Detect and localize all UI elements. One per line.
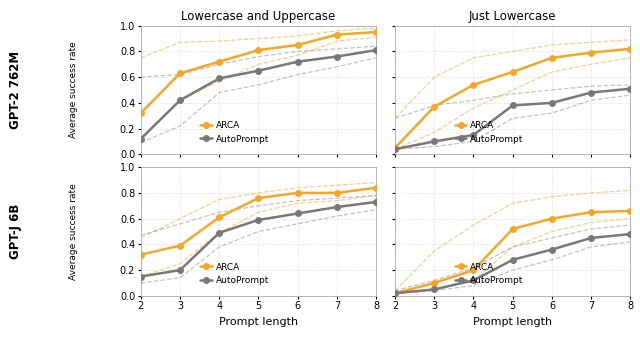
ARCA (431, 105, 438, 109)
ARCA (333, 191, 340, 195)
ARCA (391, 146, 399, 150)
ARCA (627, 209, 634, 213)
Text: Average success rate: Average success rate (69, 183, 78, 280)
AutoPrompt (137, 137, 145, 141)
Line: AutoPrompt: AutoPrompt (392, 231, 633, 296)
AutoPrompt (372, 200, 380, 204)
ARCA (372, 186, 380, 190)
Legend: ARCA, AutoPrompt: ARCA, AutoPrompt (197, 118, 273, 147)
ARCA (391, 291, 399, 295)
ARCA (294, 191, 301, 195)
AutoPrompt (470, 278, 477, 282)
ARCA (548, 56, 556, 60)
AutoPrompt (294, 211, 301, 215)
AutoPrompt (255, 69, 262, 73)
AutoPrompt (333, 205, 340, 209)
Legend: ARCA, AutoPrompt: ARCA, AutoPrompt (451, 259, 527, 289)
ARCA (588, 51, 595, 55)
AutoPrompt (372, 48, 380, 52)
ARCA (509, 70, 516, 74)
ARCA (216, 215, 223, 220)
ARCA (176, 244, 184, 248)
ARCA (372, 30, 380, 34)
AutoPrompt (137, 275, 145, 279)
AutoPrompt (548, 101, 556, 105)
ARCA (137, 253, 145, 257)
ARCA (176, 71, 184, 75)
AutoPrompt (509, 258, 516, 262)
Text: GPT-2 762M: GPT-2 762M (10, 51, 22, 129)
AutoPrompt (176, 98, 184, 102)
ARCA (470, 268, 477, 272)
AutoPrompt (294, 60, 301, 64)
ARCA (627, 47, 634, 51)
AutoPrompt (216, 76, 223, 80)
ARCA (431, 281, 438, 285)
Line: AutoPrompt: AutoPrompt (138, 199, 379, 279)
Line: ARCA: ARCA (138, 185, 379, 258)
Text: Average success rate: Average success rate (69, 42, 78, 139)
AutoPrompt (470, 133, 477, 137)
AutoPrompt (333, 54, 340, 58)
ARCA (470, 83, 477, 87)
ARCA (255, 196, 262, 200)
ARCA (255, 48, 262, 52)
X-axis label: Prompt length: Prompt length (473, 317, 552, 327)
AutoPrompt (391, 291, 399, 295)
ARCA (333, 32, 340, 37)
AutoPrompt (548, 248, 556, 252)
ARCA (509, 227, 516, 231)
ARCA (588, 210, 595, 214)
Line: ARCA: ARCA (392, 46, 633, 151)
Title: Lowercase and Uppercase: Lowercase and Uppercase (181, 10, 335, 23)
Line: AutoPrompt: AutoPrompt (392, 86, 633, 152)
ARCA (548, 216, 556, 221)
Title: Just Lowercase: Just Lowercase (469, 10, 556, 23)
Text: GPT-J 6B: GPT-J 6B (10, 204, 22, 259)
Line: ARCA: ARCA (138, 29, 379, 116)
Line: AutoPrompt: AutoPrompt (138, 47, 379, 142)
AutoPrompt (176, 268, 184, 272)
ARCA (216, 60, 223, 64)
AutoPrompt (216, 231, 223, 235)
AutoPrompt (431, 287, 438, 291)
ARCA (294, 43, 301, 47)
X-axis label: Prompt length: Prompt length (219, 317, 298, 327)
AutoPrompt (431, 140, 438, 144)
AutoPrompt (588, 236, 595, 240)
Line: ARCA: ARCA (392, 208, 633, 296)
Legend: ARCA, AutoPrompt: ARCA, AutoPrompt (451, 118, 527, 147)
AutoPrompt (627, 232, 634, 236)
AutoPrompt (391, 147, 399, 151)
Legend: ARCA, AutoPrompt: ARCA, AutoPrompt (197, 259, 273, 289)
AutoPrompt (255, 218, 262, 222)
ARCA (137, 111, 145, 115)
AutoPrompt (627, 87, 634, 91)
AutoPrompt (509, 103, 516, 107)
AutoPrompt (588, 91, 595, 95)
